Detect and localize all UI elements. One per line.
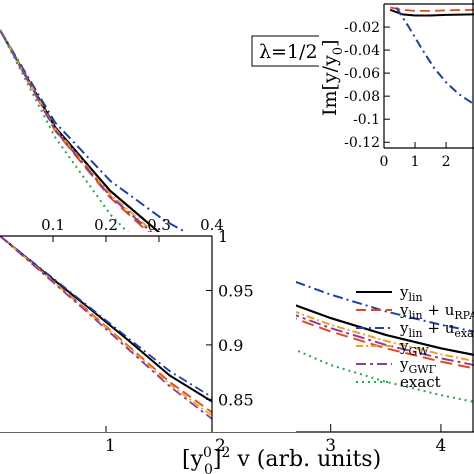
inset-re-y-ticks: 1 0.95 0.9 0.85 — [206, 227, 254, 409]
inset-re-y-tick-label: 0.9 — [218, 336, 243, 355]
inset-im-x-tick-label: 2 — [442, 154, 451, 170]
inset-im-y-tick-label: -0.1 — [353, 112, 380, 128]
inset-im-y-ticks: -0.02 -0.04 -0.06 -0.08 -0.1 -0.12 — [344, 20, 390, 151]
inset-im-y-label: Im[y/y0] — [319, 39, 346, 116]
legend-label-exact: exact — [400, 373, 441, 391]
inset-im-y-tick-label: -0.08 — [344, 89, 380, 105]
main-x-tick-label: 3 — [325, 436, 336, 456]
inset-real-plot: 1 0.95 0.9 0.85 0.1 0.2 0.3 0.4 — [0, 216, 296, 432]
xlabel-sub: 0 — [204, 462, 213, 474]
inset-re-top-tick-label: 0.4 — [200, 216, 224, 234]
inset-im-y-tick-label: -0.04 — [344, 43, 380, 59]
main-x-tick-label: 1 — [105, 436, 116, 456]
xlabel-sup: 0 — [203, 445, 212, 461]
im-ylabel-sub: 0 — [331, 47, 346, 55]
xlabel-suffix: ] — [213, 447, 222, 472]
annotation-text: λ=1/2 — [259, 41, 318, 63]
xlabel-prefix: [y — [182, 447, 204, 472]
inset-im-y-tick-label: -0.02 — [344, 20, 380, 36]
inset-re-background — [0, 232, 296, 432]
main-x-tick-label: 4 — [436, 436, 447, 456]
inset-re-y-tick-label: 0.85 — [218, 390, 254, 409]
main-x-tick-label: 2 — [215, 436, 226, 456]
legend-label-gw: yGW — [399, 337, 429, 358]
inset-im-series-exact_u — [395, 6, 474, 106]
im-ylabel-main: Im[y/y — [319, 55, 341, 116]
inset-re-top-tick-label: 0.3 — [147, 216, 171, 234]
inset-imaginary-plot: -0.02 -0.04 -0.06 -0.08 -0.1 -0.12 0 1 2 Im[y/y… — [319, 0, 474, 170]
inset-re-x-ticks — [105, 426, 213, 432]
inset-re-top-tick-label: 0.2 — [94, 216, 118, 234]
inset-im-y-tick-label: -0.06 — [344, 66, 380, 82]
legend-label-rpa: ylin + uRPA — [399, 301, 474, 322]
inset-im-y-tick-label: -0.12 — [344, 135, 380, 151]
inset-im-series-rpa — [390, 6, 474, 12]
main-series-rpa — [0, 29, 474, 370]
inset-re-series-gwg — [0, 235, 213, 420]
inset-re-y-tick-label: 1 — [218, 227, 228, 246]
legend-label-exact_u: ylin + uexac — [399, 319, 474, 340]
legend-label-lin: ylin — [399, 283, 423, 304]
inset-im-x-tick-label: 0 — [380, 154, 389, 170]
inset-im-x-tick-label: 1 — [411, 154, 420, 170]
inset-re-series-exact_u — [0, 235, 213, 398]
im-ylabel-tail: ] — [319, 39, 341, 46]
xlabel-tail: v (arb. units) — [230, 447, 381, 472]
main-series-exact — [0, 29, 474, 403]
inset-re-series-group — [0, 235, 213, 420]
inset-im-background — [319, 0, 474, 150]
inset-im-x-ticks: 0 1 2 — [380, 142, 451, 170]
xlabel-pow: 2 — [221, 445, 230, 461]
inset-re-top-ticks: 0.1 0.2 0.3 0.4 — [41, 216, 224, 242]
inset-im-series-group — [389, 6, 474, 106]
inset-re-top-tick-label: 0.1 — [41, 216, 65, 234]
main-x-axis-label: [y0 0]2 v (arb. units) — [182, 445, 381, 474]
inset-re-y-tick-label: 0.95 — [218, 281, 254, 300]
legend-label-gwg: yGWΓ — [399, 355, 437, 376]
